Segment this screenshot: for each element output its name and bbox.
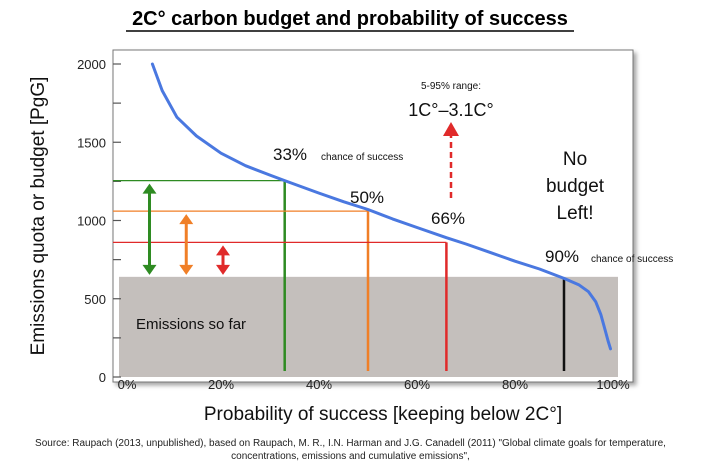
- budget-arrow-66-head-bottom: [216, 264, 230, 275]
- budget-curve: [150, 62, 612, 351]
- marker-label-33: 33%: [273, 145, 307, 164]
- no-budget-line-0: No: [563, 149, 587, 170]
- no-budget-line-1: budget: [546, 176, 605, 197]
- source-note: Source: Raupach (2013, unpublished), bas…: [35, 438, 666, 462]
- x-tick-label: 60%: [404, 377, 430, 392]
- x-tick-label: 0%: [118, 377, 137, 392]
- budget-arrow-33-head-bottom: [142, 264, 157, 275]
- range-small-label: 5-95% range:: [421, 81, 481, 92]
- marker-sub-90: chance of success: [591, 254, 673, 265]
- marker-label-50: 50%: [350, 188, 384, 207]
- range-arrow-head: [443, 122, 459, 136]
- chart-title: 2C° carbon budget and probability of suc…: [132, 8, 568, 30]
- y-tick-label: 500: [84, 292, 106, 307]
- plot-layer: Emissions so far 0 500 1000 1500 2000 0% 20% 40%…: [77, 57, 673, 392]
- y-tick-label: 0: [99, 370, 106, 385]
- x-tick-label: 100%: [596, 377, 630, 392]
- marker-label-90: 90%: [545, 247, 579, 266]
- budget-arrow-33-head-top: [142, 183, 157, 194]
- x-axis-title: Probability of success [keeping below 2C…: [204, 404, 562, 425]
- y-tick-label: 1500: [77, 135, 106, 150]
- emissions-so-far-label: Emissions so far: [136, 316, 246, 333]
- budget-arrow-66-head-top: [216, 245, 230, 256]
- x-tick-label: 40%: [306, 377, 332, 392]
- no-budget-line-2: Left!: [557, 203, 594, 224]
- budget-arrow-50-head-bottom: [179, 264, 194, 275]
- x-tick-label: 80%: [502, 377, 528, 392]
- range-big-label: 1C°–3.1C°: [408, 100, 493, 120]
- marker-sub-33: chance of success: [321, 152, 403, 163]
- x-tick-label: 20%: [208, 377, 234, 392]
- y-axis-title: Emissions quota or budget [PgG]: [28, 77, 49, 356]
- marker-label-66: 66%: [431, 209, 465, 228]
- y-tick-label: 1000: [77, 214, 106, 229]
- budget-arrow-50-head-top: [179, 214, 194, 225]
- y-tick-label: 2000: [77, 57, 106, 72]
